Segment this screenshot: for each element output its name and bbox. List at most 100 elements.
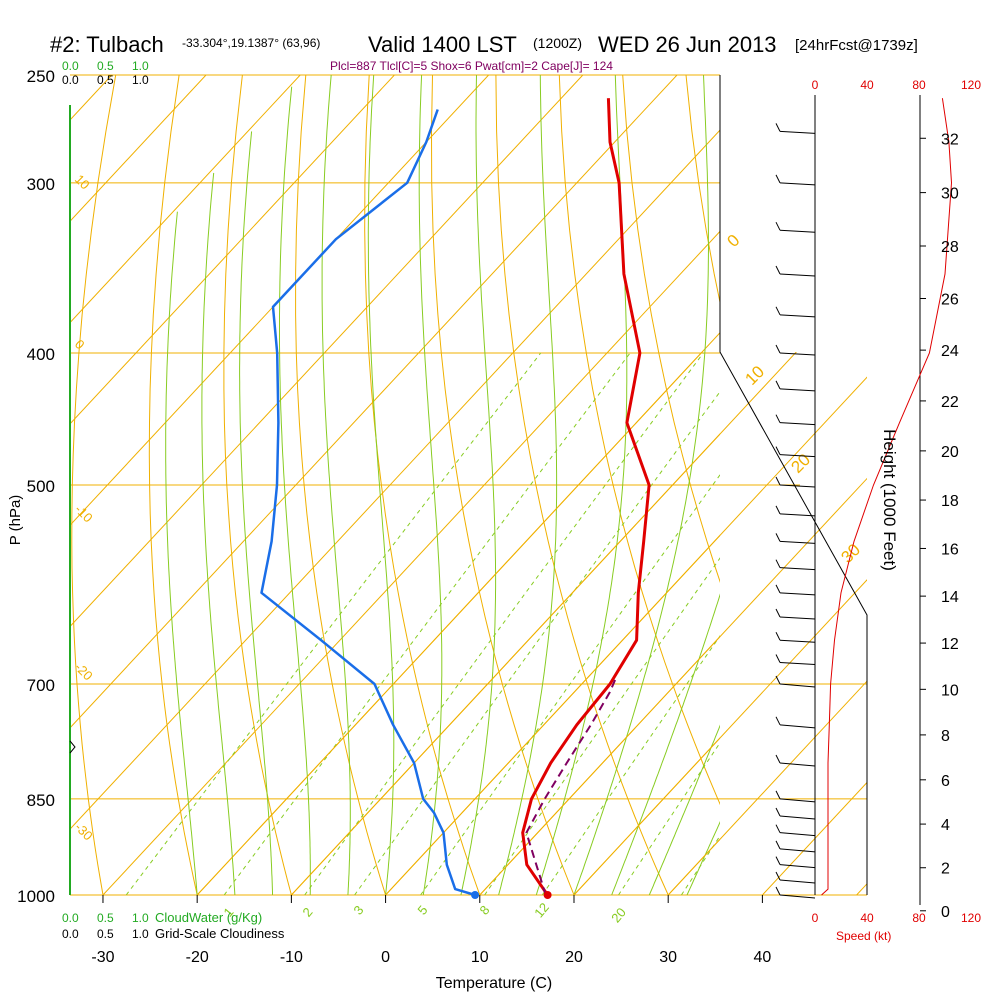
- wind-speed-tick-label-bottom: 120: [961, 911, 981, 925]
- moist-adiabat-16: [535, 75, 628, 895]
- wind-barb-staff: [779, 229, 816, 233]
- y-axis-title: P (hPa): [7, 495, 24, 546]
- height-tick-label: 26: [941, 292, 959, 309]
- pressure-tick-label: 1000: [17, 887, 55, 906]
- height-tick-label: 10: [941, 682, 959, 699]
- stability-indices: Plcl=887 Tlcl[C]=5 Shox=6 Pwat[cm]=2 Cap…: [330, 59, 613, 73]
- lower-isotherm-lines: [196, 352, 867, 895]
- temperature-tick-label: 40: [753, 949, 771, 966]
- wind-barb-flag: [775, 584, 781, 594]
- cloud-scale-tick-black: 0.5: [97, 927, 114, 941]
- wind-barb-staff: [779, 454, 816, 458]
- dry-adiabat--10: [223, 75, 292, 895]
- cloud-scale-tick-black: 0.0: [62, 73, 79, 87]
- grid-cloudiness-label: Grid-Scale Cloudiness: [155, 926, 285, 941]
- wind-barb-flag: [775, 840, 781, 850]
- dry-adiabat-30: [495, 75, 669, 895]
- height-tick-label: 32: [941, 131, 959, 148]
- lower-isotherm-20: [573, 579, 867, 895]
- wind-barb-staff: [779, 314, 816, 318]
- moist-adiabat-20: [573, 75, 710, 895]
- mixing-ratio-label: 2: [299, 905, 315, 920]
- isotherm--40: [70, 129, 720, 830]
- mixing-ratio-8: [484, 557, 720, 895]
- wind-barb-flag: [775, 608, 781, 618]
- dry-adiabat-80: [813, 75, 1000, 895]
- height-tick-label: 8: [941, 728, 950, 745]
- wind-speed-ticks-top: 0 40 80 120: [812, 78, 982, 92]
- wind-barb-flag: [775, 716, 781, 726]
- dry-adiabat--30: [71, 75, 117, 895]
- wind-speed-tick-label-top: 0: [812, 78, 819, 92]
- moist-adiabat-24: [611, 593, 720, 895]
- wind-barb-staff: [779, 832, 816, 837]
- dry-adiabat-40: [558, 75, 720, 806]
- mixing-ratio-30: [680, 834, 720, 895]
- wind-speed-tick-label-bottom: 40: [860, 911, 874, 925]
- cloud-scale-tick-green: 0.5: [97, 59, 114, 73]
- dry-adiabat-lines: [71, 75, 1000, 895]
- lower-isotherm-30: [667, 680, 867, 895]
- height-tick-label: 4: [941, 817, 950, 834]
- height-tick-label: 16: [941, 541, 959, 558]
- upper-temp-label: 10: [741, 362, 768, 389]
- wind-barb-staff: [779, 639, 816, 643]
- height-tick-label: 22: [941, 394, 959, 411]
- mixing-ratio-12: [541, 635, 720, 895]
- cloud-scale-tick-black: 0.5: [97, 73, 114, 87]
- wind-barb-staff: [779, 540, 816, 544]
- cloud-scale-tick-black: 0.0: [62, 927, 79, 941]
- mixing-ratio-label: 3: [350, 903, 366, 918]
- moist-adiabat-12: [498, 75, 558, 895]
- zulu-time: (1200Z): [533, 35, 582, 51]
- wind-speed-tick-label-top: 120: [961, 78, 981, 92]
- moist-adiabat--16: [201, 172, 236, 895]
- isotherm--50: [70, 75, 678, 729]
- wind-barb-flag: [775, 380, 781, 390]
- isotherm--60: [70, 75, 584, 628]
- moist-adiabat--20: [165, 211, 198, 895]
- temperature-tick-label: 10: [471, 949, 489, 966]
- cloud-scale-tick-green: 1.0: [132, 911, 149, 925]
- series-parcel: [525, 675, 618, 896]
- pressure-tick-label: 700: [27, 676, 55, 695]
- wind-barb-flag: [775, 754, 781, 764]
- temperature-tick-label: -10: [280, 949, 303, 966]
- wind-barb-staff: [779, 484, 816, 488]
- wind-barb-flag: [775, 807, 781, 817]
- isotherm--80: [70, 75, 395, 425]
- wind-barb-staff: [779, 273, 816, 277]
- moist-adiabat-0: [367, 75, 395, 895]
- wind-speed-tick-label-bottom: 80: [912, 911, 926, 925]
- dry-adiabat-label: 0: [72, 337, 88, 353]
- wind-barb-flag: [775, 533, 781, 542]
- cloud-water-label: CloudWater (g/Kg): [155, 910, 262, 925]
- wind-barb-staff: [779, 815, 816, 820]
- isotherm--70: [70, 75, 489, 526]
- wind-barb-staff: [779, 879, 816, 884]
- wind-barb-staff: [779, 592, 816, 596]
- wind-barb-flag: [775, 265, 781, 275]
- wind-barb-flag: [775, 344, 781, 354]
- moist-adiabat--12: [239, 131, 273, 895]
- moist-adiabat-28: [648, 724, 720, 895]
- moist-adiabat-lines: [165, 75, 720, 895]
- cloud-indicator-icon: [69, 740, 76, 754]
- lower-isotherm--10: [291, 352, 797, 895]
- dry-adiabat-50: [622, 75, 720, 584]
- dry-adiabat--20: [148, 75, 198, 895]
- lower-isotherm-0: [385, 376, 867, 895]
- height-tick-label: 0: [941, 904, 950, 921]
- moist-adiabat--4: [321, 75, 351, 895]
- wind-barb-staff: [779, 616, 816, 620]
- wind-barb-staff: [779, 352, 816, 356]
- pressure-tick-label: 250: [27, 67, 55, 86]
- wind-speed-line: [821, 98, 953, 896]
- wind-barb-flag: [775, 559, 781, 568]
- mixing-ratio-0.4: [125, 352, 542, 895]
- wind-barb-staff: [779, 388, 816, 392]
- wind-barb-staff: [779, 513, 816, 517]
- dewpoint-surface-marker: [471, 891, 480, 899]
- wind-barb-flag: [775, 654, 781, 663]
